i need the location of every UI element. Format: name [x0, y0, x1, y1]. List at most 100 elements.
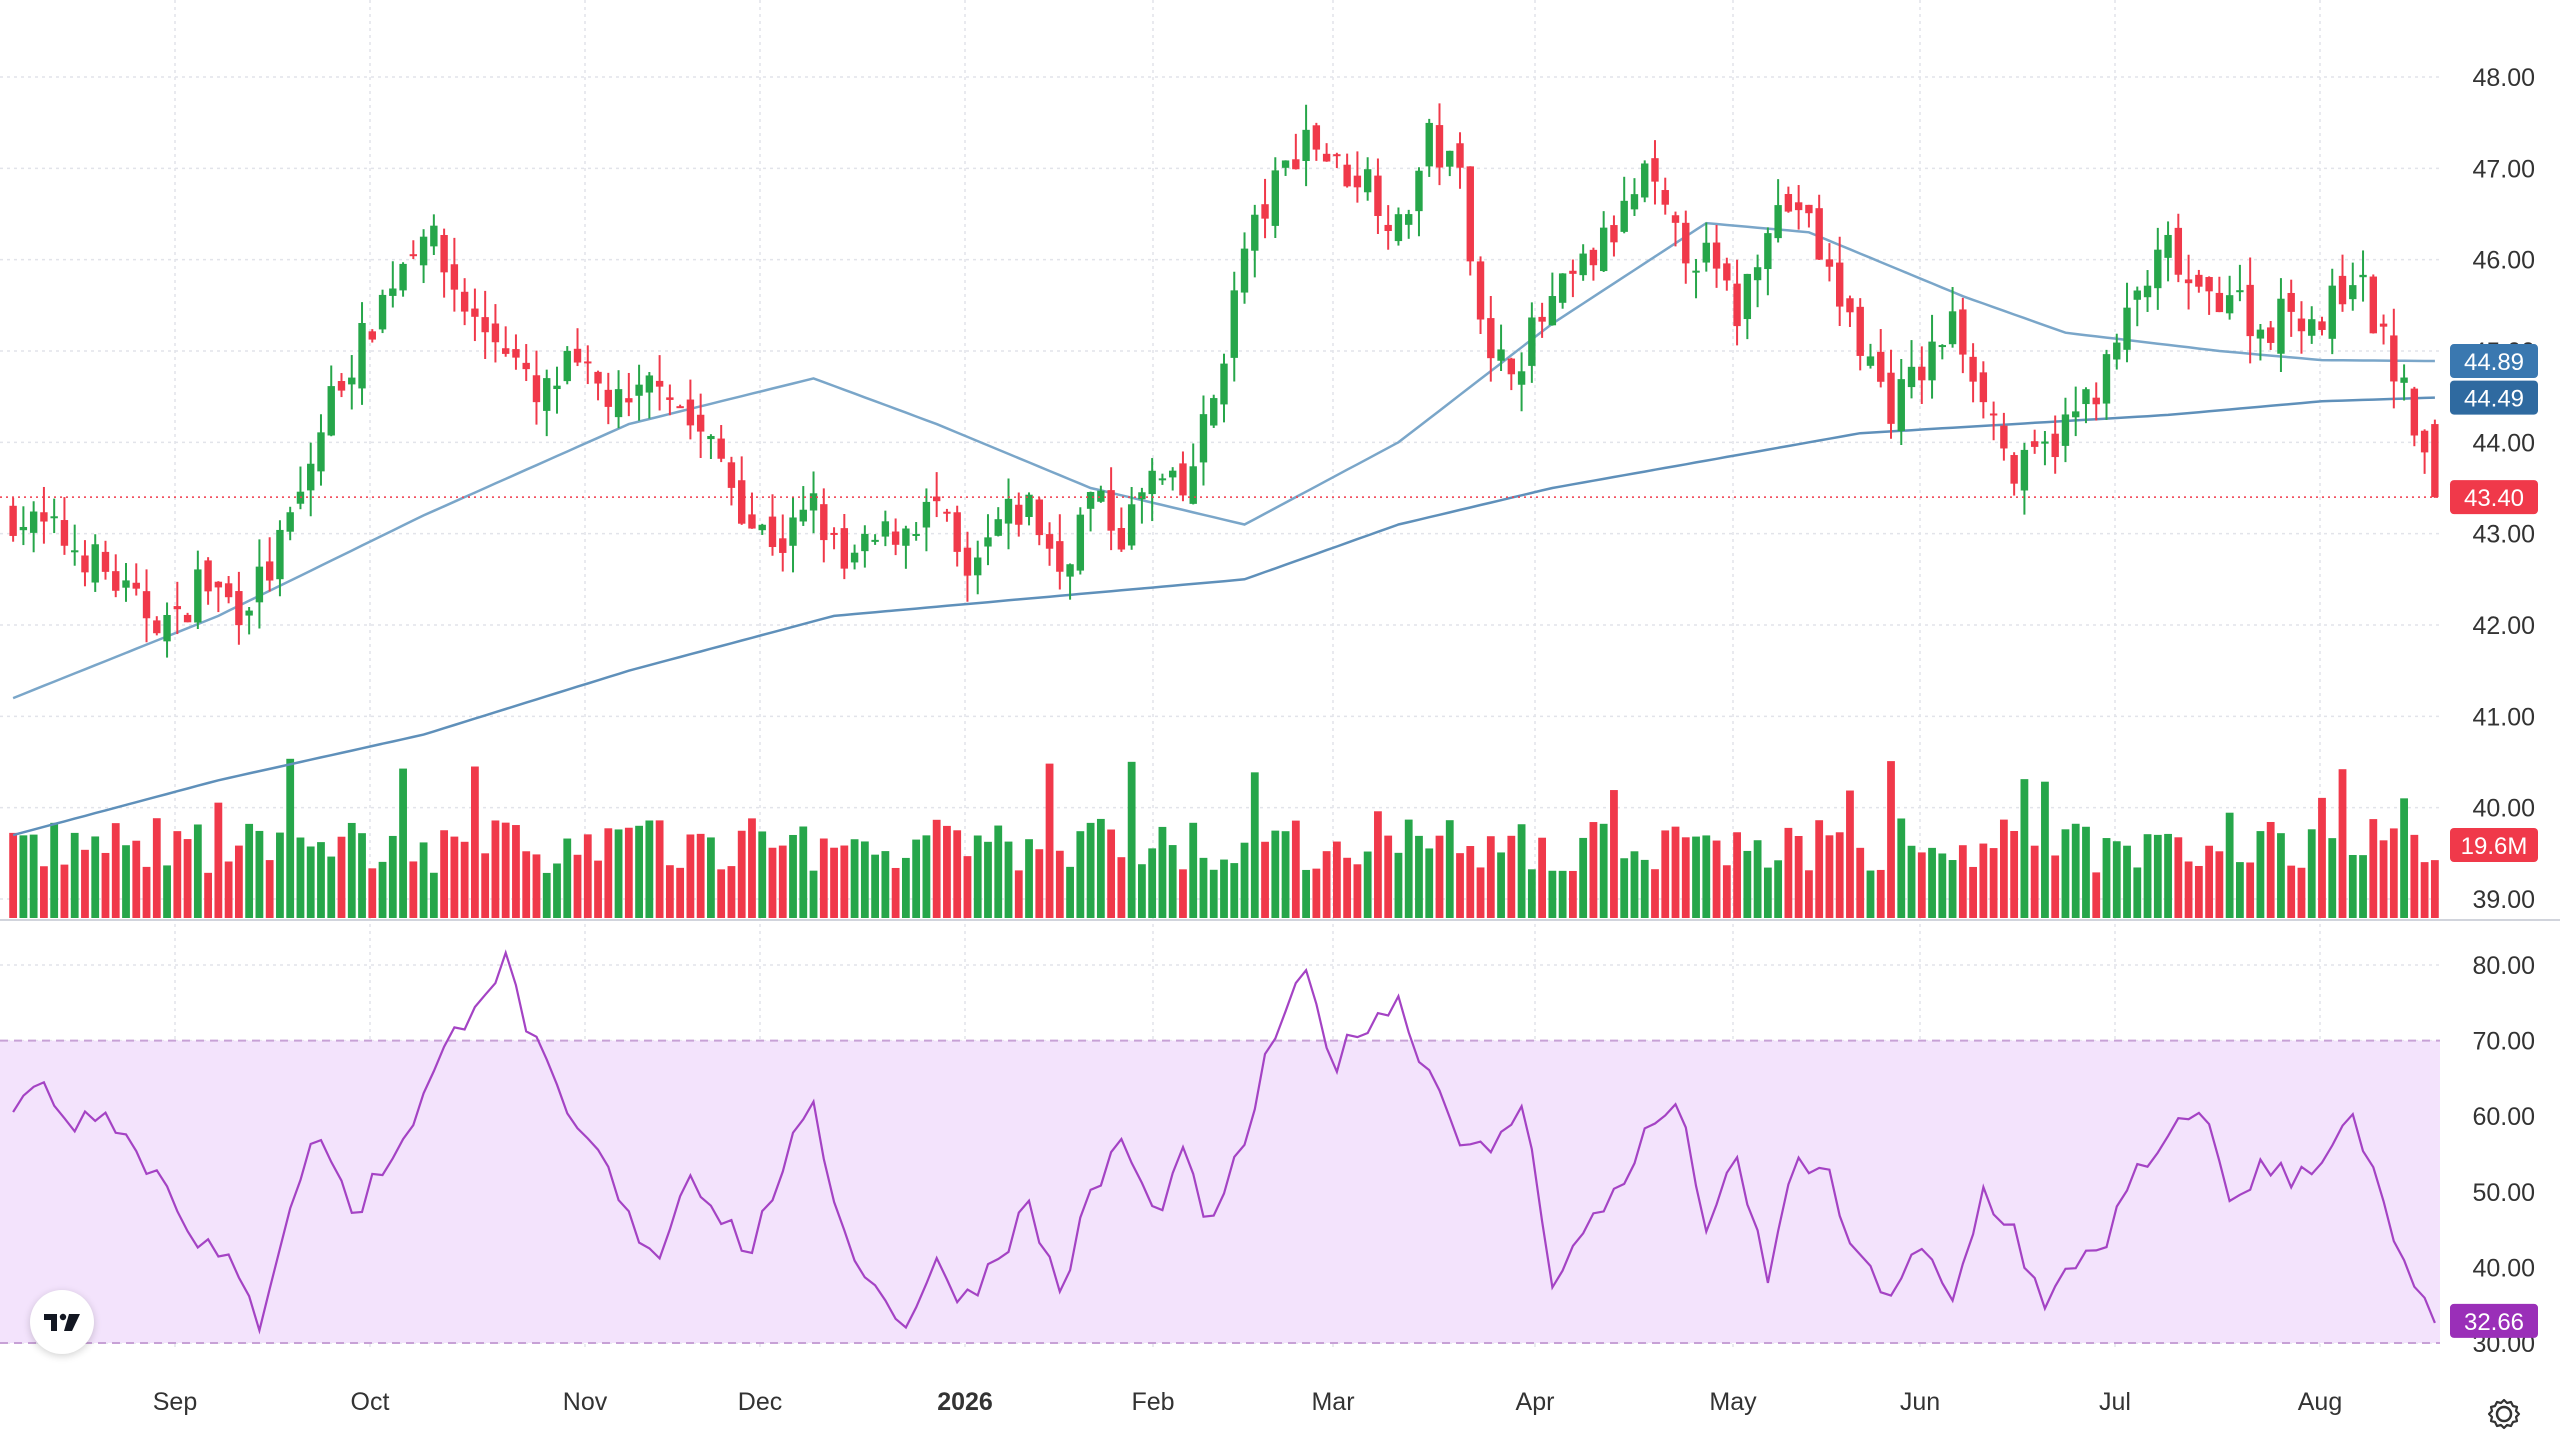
- candle-body[interactable]: [748, 514, 756, 529]
- candle-body[interactable]: [307, 463, 315, 491]
- candle-body[interactable]: [1097, 490, 1105, 502]
- candle-body[interactable]: [1569, 270, 1577, 274]
- candle-body[interactable]: [1887, 372, 1895, 424]
- candle-body[interactable]: [1446, 150, 1454, 167]
- candle-body[interactable]: [245, 610, 253, 616]
- candle-body[interactable]: [1107, 490, 1115, 531]
- candle-body[interactable]: [1877, 351, 1885, 382]
- candle-body[interactable]: [163, 614, 171, 642]
- candle-body[interactable]: [1589, 249, 1598, 266]
- candle-body[interactable]: [348, 377, 356, 385]
- candle-body[interactable]: [655, 380, 664, 387]
- candle-body[interactable]: [768, 516, 777, 548]
- candle-body[interactable]: [2236, 290, 2244, 293]
- candle-body[interactable]: [337, 381, 346, 391]
- candle-body[interactable]: [1025, 494, 1033, 517]
- candle-body[interactable]: [666, 397, 674, 400]
- candle-body[interactable]: [2164, 234, 2172, 258]
- candle-body[interactable]: [1517, 371, 1526, 385]
- candle-body[interactable]: [1261, 204, 1269, 219]
- candle-body[interactable]: [1435, 125, 1444, 168]
- candle-body[interactable]: [358, 323, 366, 389]
- candle-body[interactable]: [2092, 397, 2100, 405]
- candle-body[interactable]: [1425, 122, 1433, 167]
- candle-body[interactable]: [317, 432, 325, 472]
- candle-body[interactable]: [2102, 354, 2111, 404]
- candle-body[interactable]: [1292, 159, 1300, 170]
- candle-body[interactable]: [2154, 249, 2162, 289]
- candle-body[interactable]: [594, 371, 602, 384]
- candle-body[interactable]: [563, 350, 571, 382]
- candle-body[interactable]: [265, 561, 274, 581]
- candle-body[interactable]: [1989, 413, 1998, 416]
- candle-body[interactable]: [635, 384, 643, 396]
- candle-body[interactable]: [2205, 277, 2213, 292]
- candle-body[interactable]: [2308, 319, 2316, 336]
- candle-body[interactable]: [1897, 379, 1905, 431]
- candle-body[interactable]: [922, 501, 931, 528]
- candle-body[interactable]: [963, 547, 972, 576]
- candle-body[interactable]: [799, 509, 807, 522]
- candle-body[interactable]: [2195, 274, 2203, 287]
- candle-body[interactable]: [1035, 499, 1043, 536]
- candle-body[interactable]: [2143, 285, 2152, 298]
- candle-body[interactable]: [912, 534, 920, 537]
- candle-body[interactable]: [1682, 222, 1690, 264]
- candle-body[interactable]: [1363, 169, 1372, 193]
- candle-body[interactable]: [1415, 170, 1423, 212]
- candle-body[interactable]: [1784, 194, 1793, 212]
- candle-body[interactable]: [532, 375, 541, 403]
- candle-body[interactable]: [1538, 316, 1546, 322]
- candle-body[interactable]: [614, 389, 623, 418]
- candle-body[interactable]: [19, 526, 28, 531]
- candle-body[interactable]: [953, 512, 961, 552]
- candle-body[interactable]: [543, 378, 551, 411]
- candle-body[interactable]: [1199, 414, 1208, 463]
- candle-body[interactable]: [1507, 358, 1516, 375]
- candle-body[interactable]: [1692, 270, 1700, 273]
- candle-body[interactable]: [1815, 208, 1823, 260]
- candlestick-series[interactable]: [9, 103, 2439, 658]
- candle-body[interactable]: [2123, 307, 2131, 350]
- candle-body[interactable]: [727, 462, 736, 488]
- candle-body[interactable]: [2369, 276, 2377, 334]
- candle-body[interactable]: [471, 308, 479, 317]
- candle-body[interactable]: [214, 581, 223, 588]
- candle-body[interactable]: [1712, 242, 1721, 269]
- candle-body[interactable]: [2000, 425, 2008, 449]
- candle-body[interactable]: [707, 435, 715, 440]
- candle-body[interactable]: [1333, 154, 1341, 157]
- candle-body[interactable]: [522, 362, 530, 370]
- candle-body[interactable]: [881, 521, 890, 537]
- candle-body[interactable]: [389, 288, 397, 296]
- candle-body[interactable]: [758, 524, 766, 531]
- candle-body[interactable]: [584, 361, 592, 364]
- candle-body[interactable]: [932, 496, 941, 502]
- candle-body[interactable]: [1312, 125, 1321, 150]
- candle-body[interactable]: [686, 399, 695, 426]
- candle-body[interactable]: [378, 294, 387, 330]
- rsi-pane[interactable]: [0, 949, 2440, 1344]
- candle-body[interactable]: [2174, 227, 2183, 275]
- candle-body[interactable]: [2410, 388, 2419, 436]
- candle-body[interactable]: [2072, 411, 2080, 418]
- candle-body[interactable]: [501, 348, 510, 354]
- candle-body[interactable]: [1004, 498, 1013, 524]
- candle-body[interactable]: [1548, 296, 1557, 326]
- candle-body[interactable]: [1959, 309, 1967, 355]
- candle-body[interactable]: [2266, 327, 2275, 343]
- candle-body[interactable]: [204, 560, 212, 592]
- candle-body[interactable]: [891, 531, 900, 545]
- candle-body[interactable]: [1220, 363, 1228, 405]
- candle-body[interactable]: [1620, 200, 1628, 232]
- candle-body[interactable]: [460, 291, 469, 312]
- candle-body[interactable]: [974, 557, 982, 576]
- candle-body[interactable]: [779, 538, 787, 553]
- candle-body[interactable]: [2431, 424, 2439, 498]
- candle-body[interactable]: [2041, 441, 2049, 444]
- candle-body[interactable]: [1528, 317, 1536, 366]
- candle-body[interactable]: [122, 580, 130, 588]
- tradingview-logo[interactable]: [30, 1290, 94, 1354]
- candle-body[interactable]: [830, 532, 838, 535]
- candle-body[interactable]: [112, 571, 120, 591]
